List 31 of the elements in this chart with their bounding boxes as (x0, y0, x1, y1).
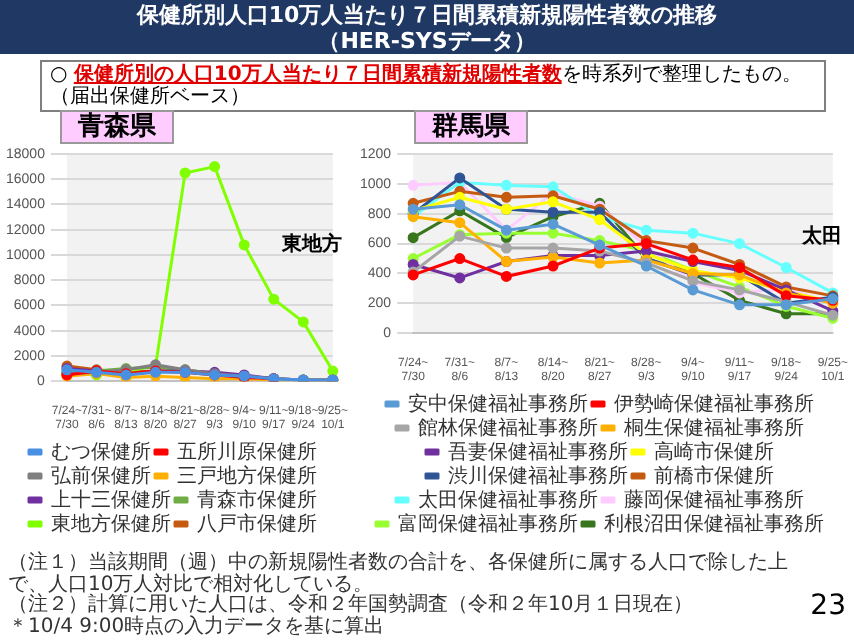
legend-label: 弘前保健所 (51, 463, 151, 488)
legend-label: 上十三保健所 (51, 487, 171, 512)
chart-title: 青森県 (60, 110, 174, 144)
legend-label: 安中保健福祉事務所 (408, 391, 588, 416)
text: ○ (50, 64, 68, 86)
legend-label: 三戸地方保健所 (177, 463, 317, 488)
text: 23 (810, 590, 846, 622)
legend-label: むつ保健所 (51, 439, 151, 464)
legend-label: 館林保健福祉事務所 (418, 415, 598, 440)
text: 保健所別の人口10万人当たり７日間累積新規陽性者数 (73, 64, 562, 86)
legend-label: 渋川保健福祉事務所 (448, 463, 628, 488)
chart-title: 群馬県 (414, 110, 528, 144)
text: （注１）当該期間（週）中の新規陽性者数の合計を、各保健所に属する人口で除した上で、人口10万人対比で相対化している。 (8, 552, 790, 595)
text: （注２）計算に用いた人口は、令和２年国勢調査（令和２年10月１日現在） (8, 594, 696, 616)
legend-label: 伊勢崎保健福祉事務所 (614, 391, 814, 416)
annotation: 東地方 (282, 234, 342, 256)
legend-label: 八戸市保健所 (197, 511, 317, 536)
legend-label: 太田保健福祉事務所 (418, 487, 598, 512)
legend-label: 前橋市保健所 (654, 463, 774, 488)
legend-label: 東地方保健所 (51, 511, 171, 536)
annotation: 太田 (802, 226, 842, 248)
legend-label: 高崎市保健所 (654, 439, 774, 464)
text: 保健所別人口10万人当たり７日間累積新規陽性者数の推移（HER-SYSデータ） (134, 1, 720, 53)
text: ＊10/4 9:00時点の入力データを基に算出 (8, 615, 387, 638)
legend-label: 吾妻保健福祉事務所 (448, 439, 628, 464)
legend-label: 利根沼田保健福祉事務所 (604, 511, 824, 536)
legend-label: 藤岡保健福祉事務所 (624, 487, 804, 512)
legend-label: 桐生保健福祉事務所 (622, 415, 804, 440)
legend-label: 青森市保健所 (197, 487, 317, 512)
legend-label: 五所川原保健所 (177, 439, 317, 464)
legend-label: 富岡保健福祉事務所 (398, 511, 578, 536)
